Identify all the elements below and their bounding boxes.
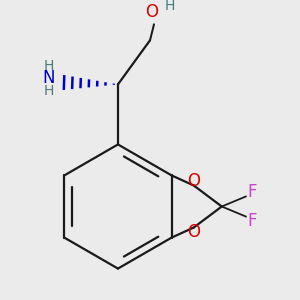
- Text: H: H: [44, 84, 54, 98]
- Text: O: O: [146, 3, 158, 21]
- Text: H: H: [165, 0, 175, 13]
- Text: N: N: [42, 69, 55, 87]
- Text: H: H: [44, 58, 54, 73]
- Text: O: O: [187, 172, 200, 190]
- Text: O: O: [187, 223, 200, 241]
- Text: F: F: [247, 184, 256, 202]
- Text: F: F: [247, 212, 256, 230]
